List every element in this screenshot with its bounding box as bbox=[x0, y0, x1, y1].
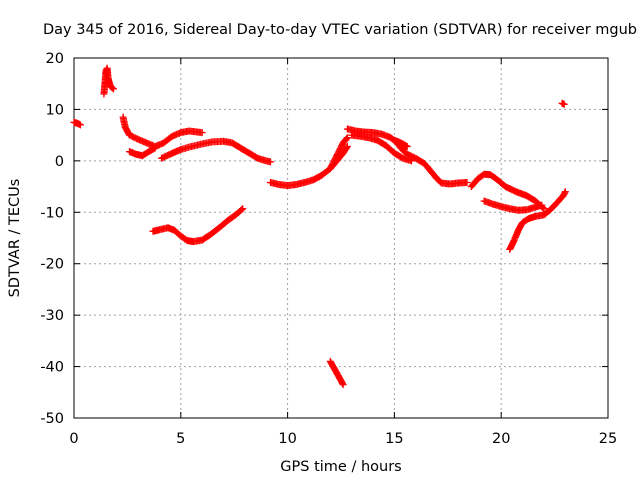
x-tick-label: 10 bbox=[278, 431, 296, 447]
grid bbox=[74, 58, 608, 418]
axis-ticks bbox=[73, 57, 609, 419]
data-points bbox=[70, 64, 569, 389]
x-tick-labels: 0 5 10 15 20 25 bbox=[69, 431, 617, 447]
x-axis-label: GPS time / hours bbox=[280, 459, 401, 475]
y-tick-label: -40 bbox=[40, 360, 64, 376]
data-point-markers bbox=[149, 205, 247, 246]
data-point-markers bbox=[558, 99, 568, 108]
y-tick-label: 20 bbox=[46, 51, 64, 67]
data-point-markers bbox=[119, 113, 206, 150]
data-point-markers bbox=[70, 118, 84, 129]
y-tick-label: 10 bbox=[46, 102, 64, 118]
y-axis-label: SDTVAR / TECUs bbox=[7, 179, 23, 298]
data-point-markers bbox=[326, 357, 347, 389]
data-point-markers bbox=[343, 125, 471, 188]
data-point-markers bbox=[506, 188, 569, 253]
data-point-markers bbox=[326, 134, 351, 173]
x-tick-label: 0 bbox=[69, 431, 78, 447]
y-tick-label: -20 bbox=[40, 257, 64, 273]
chart-title: Day 345 of 2016, Sidereal Day-to-day VTE… bbox=[43, 22, 637, 38]
data-point-markers bbox=[348, 131, 415, 165]
y-tick-labels: 20 10 0 -10 -20 -30 -40 -50 bbox=[40, 51, 64, 427]
data-point-markers bbox=[158, 137, 274, 166]
data-point-markers bbox=[390, 136, 411, 150]
x-tick-label: 5 bbox=[176, 431, 185, 447]
x-tick-label: 20 bbox=[492, 431, 510, 447]
plot-frame bbox=[73, 57, 609, 419]
y-tick-label: -10 bbox=[40, 205, 64, 221]
data-point-markers bbox=[100, 64, 117, 98]
x-tick-label: 25 bbox=[599, 431, 617, 447]
y-tick-label: -30 bbox=[40, 308, 64, 324]
data-point-markers bbox=[126, 144, 159, 160]
x-tick-label: 15 bbox=[385, 431, 403, 447]
y-tick-label: -50 bbox=[40, 411, 64, 427]
data-point-markers bbox=[480, 197, 546, 214]
y-tick-label: 0 bbox=[55, 154, 64, 170]
